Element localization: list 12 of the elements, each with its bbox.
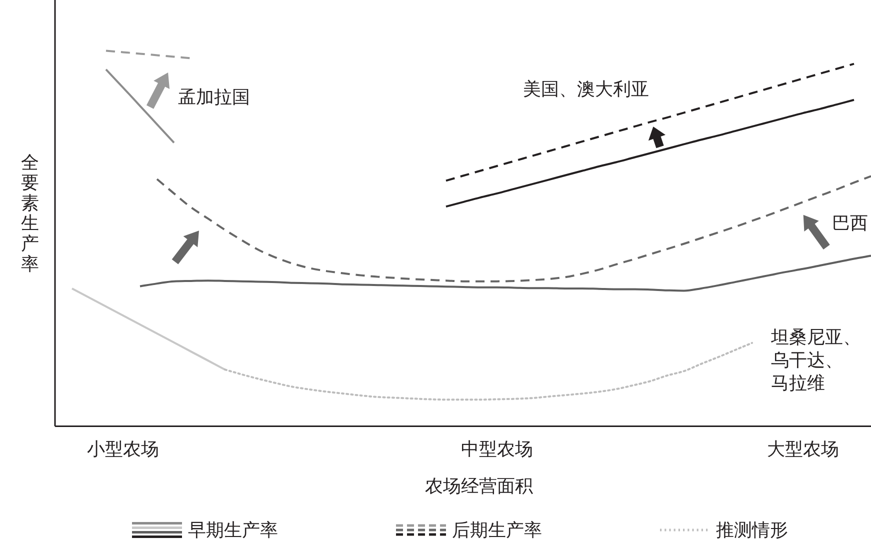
legend-label: 后期生产率 [452, 520, 542, 540]
x-tick-label: 小型农场 [87, 439, 159, 459]
legend-label: 推测情形 [716, 520, 788, 540]
x-tick-label: 中型农场 [461, 439, 533, 459]
x-axis-title: 农场经营面积 [425, 476, 533, 496]
y-axis-title: 全要素生产率 [21, 152, 39, 274]
legend-label: 早期生产率 [188, 520, 278, 540]
annotation: 孟加拉国 [178, 87, 250, 107]
annotation: 巴西 [832, 213, 868, 233]
annotation: 美国、澳大利亚 [523, 79, 649, 99]
annotation: 坦桑尼亚、乌干达、马拉维 [770, 327, 861, 393]
x-tick-label: 大型农场 [767, 439, 839, 459]
